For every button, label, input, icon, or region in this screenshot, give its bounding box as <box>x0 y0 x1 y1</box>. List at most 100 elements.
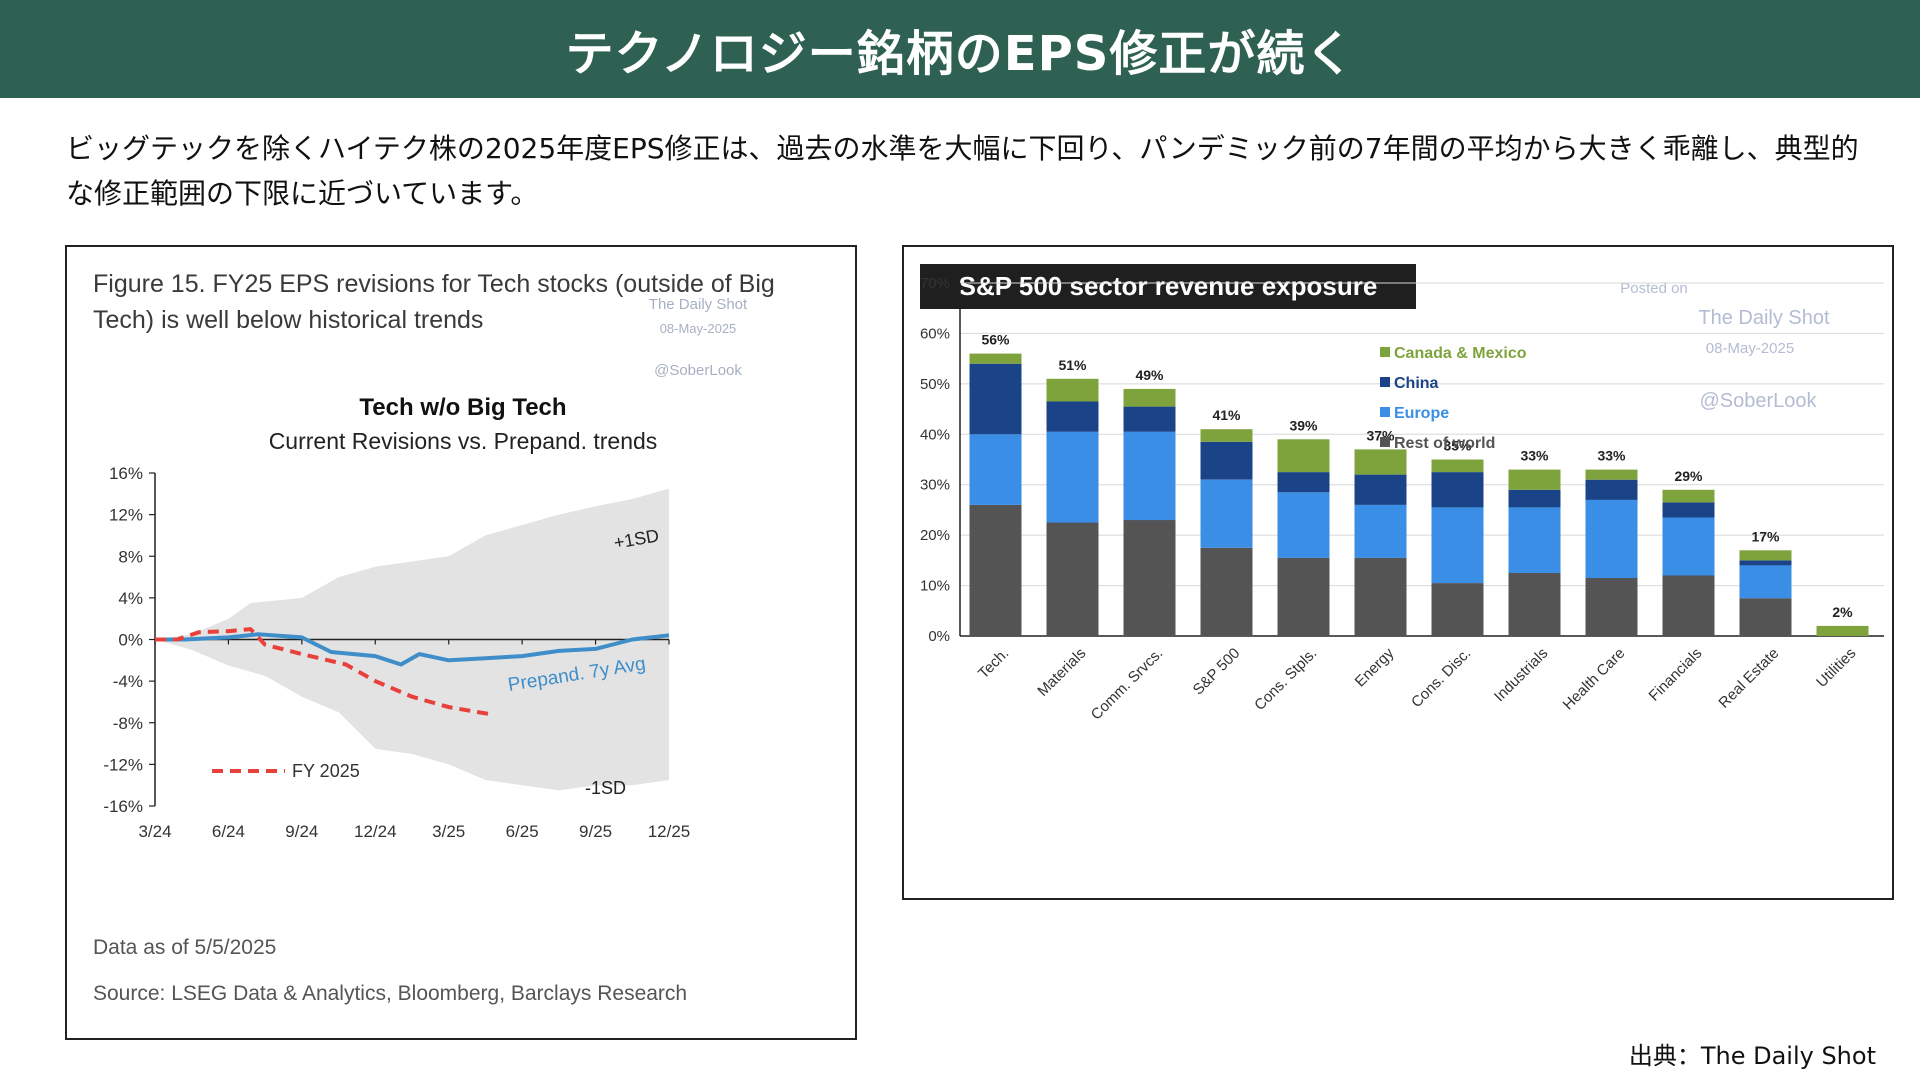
chart-subtitle: Current Revisions vs. Prepand. trends <box>269 428 658 454</box>
eps-revisions-chart-panel: Figure 15. FY25 EPS revisions for Tech s… <box>65 245 857 1040</box>
bar-segment <box>1662 489 1715 503</box>
y-tick-label: 50% <box>920 376 950 393</box>
bar-segment <box>1354 557 1407 636</box>
y-tick-label: 4% <box>118 589 143 608</box>
bar-segment <box>969 353 1022 364</box>
bar-segment <box>1739 598 1792 636</box>
x-tick-label: 6/25 <box>506 822 539 841</box>
x-tick-label: 3/25 <box>432 822 465 841</box>
page-title: テクノロジー銘柄のEPS修正が続く <box>565 26 1355 82</box>
x-tick-label: Cons. Stpls. <box>1251 645 1320 714</box>
watermark-text: The Daily Shot <box>1698 307 1830 329</box>
bar-segment <box>1508 469 1561 490</box>
x-tick-label: Materials <box>1034 645 1089 700</box>
bar-segment <box>1431 459 1484 473</box>
bar-segment <box>1739 550 1792 561</box>
x-tick-label: 12/25 <box>648 822 691 841</box>
chart-title: Tech w/o Big Tech <box>359 394 566 421</box>
x-tick-label: Cons. Disc. <box>1408 645 1474 711</box>
bar-segment <box>1585 479 1638 500</box>
bar-segment <box>1508 573 1561 636</box>
bar-segment <box>1046 431 1099 523</box>
bar-total-label: 33% <box>1597 448 1626 464</box>
bar-segment <box>969 434 1022 505</box>
bar-segment <box>1200 479 1253 548</box>
bar-segment <box>1662 575 1715 636</box>
bar-segment <box>969 504 1022 636</box>
x-tick-label: Utilities <box>1813 645 1859 691</box>
y-tick-label: 0% <box>928 628 950 645</box>
bar-segment <box>969 363 1022 435</box>
y-tick-label: -12% <box>103 755 143 774</box>
legend-swatch <box>1380 347 1390 357</box>
x-tick-label: 9/24 <box>285 822 318 841</box>
bar-total-label: 35% <box>1443 438 1472 454</box>
y-tick-label: 20% <box>920 527 950 544</box>
x-tick-label: Industrials <box>1491 645 1551 705</box>
bar-total-label: 2% <box>1832 604 1853 620</box>
bar-segment <box>1508 507 1561 573</box>
bar-segment <box>1046 522 1099 636</box>
legend-label-fy2025: FY 2025 <box>292 761 360 781</box>
bar-segment <box>1739 565 1792 599</box>
x-tick-label: 12/24 <box>354 822 397 841</box>
x-tick-label: Energy <box>1352 644 1398 690</box>
x-tick-label: Financials <box>1646 645 1706 705</box>
y-tick-label: 70% <box>920 275 950 292</box>
figure-title-line2: Tech) is well below historical trends <box>93 306 483 334</box>
intro-text: ビッグテックを除くハイテク株の2025年度EPS修正は、過去の水準を大幅に下回り… <box>66 132 1859 210</box>
bar-segment <box>1200 547 1253 637</box>
bar-segment <box>1354 474 1407 505</box>
x-tick-label: S&P 500 <box>1190 645 1244 699</box>
y-tick-label: -8% <box>113 714 143 733</box>
page-title-banner: テクノロジー銘柄のEPS修正が続く <box>0 0 1920 98</box>
bar-segment <box>1585 469 1638 480</box>
y-tick-label: 12% <box>109 506 143 525</box>
bar-segment <box>1123 388 1176 407</box>
y-tick-label: 16% <box>109 464 143 483</box>
bar-segment <box>1431 583 1484 636</box>
bar-segment <box>1739 560 1792 566</box>
data-note: Data as of 5/5/2025 <box>93 936 276 959</box>
figure-title-line1: Figure 15. FY25 EPS revisions for Tech s… <box>93 270 775 298</box>
y-tick-label: -4% <box>113 672 143 691</box>
legend-label: China <box>1394 375 1439 392</box>
legend-swatch <box>1380 437 1390 447</box>
x-tick-label: Health Care <box>1560 645 1629 714</box>
x-tick-label: 3/24 <box>138 822 171 841</box>
bar-segment <box>1277 439 1330 473</box>
watermark-handle: @SoberLook <box>654 362 742 379</box>
y-tick-label: 10% <box>920 578 950 595</box>
legend-label: Canada & Mexico <box>1394 345 1527 362</box>
plot-area: 16% 12% 8% 4% 0% -4% -8% -12% -16% 3/24 6/24 9/24 12… <box>103 464 690 841</box>
bar-segment <box>1277 472 1330 493</box>
x-tick-label: Real Estate <box>1715 645 1782 712</box>
footer-source: 出典：The Daily Shot <box>1628 1042 1876 1070</box>
y-tick-label: -16% <box>103 797 143 816</box>
watermark-date: 08-May-2025 <box>660 321 737 336</box>
bar-segment <box>1277 557 1330 636</box>
legend-swatch <box>1380 407 1390 417</box>
x-tick-label: 9/25 <box>579 822 612 841</box>
sector-revenue-chart: S&P 500 sector revenue exposure Posted o… <box>920 264 1884 724</box>
bar-total-label: 56% <box>981 332 1010 348</box>
bar-segment <box>1046 378 1099 402</box>
bar-total-label: 17% <box>1751 528 1780 544</box>
series-line-prepand-avg <box>155 632 670 667</box>
watermark-posted: Posted on <box>1620 280 1688 297</box>
legend-label: Europe <box>1394 405 1449 422</box>
y-tick-label: 60% <box>920 325 950 342</box>
x-tick-label: Comm. Srvcs. <box>1088 645 1167 724</box>
bar-segment <box>1662 517 1715 576</box>
band-lower-label: -1SD <box>585 778 626 798</box>
bar-segment <box>1354 504 1407 558</box>
series-line-fy2025 <box>155 627 494 717</box>
bar-total-label: 49% <box>1135 367 1164 383</box>
bar-segment <box>1585 499 1638 578</box>
bar-segment <box>1431 507 1484 583</box>
eps-revisions-chart: Figure 15. FY25 EPS revisions for Tech s… <box>93 270 775 1005</box>
bar-segment <box>1123 431 1176 521</box>
y-tick-label: 30% <box>920 477 950 494</box>
bar-total-label: 51% <box>1058 357 1087 373</box>
bar-segment <box>1200 441 1253 480</box>
